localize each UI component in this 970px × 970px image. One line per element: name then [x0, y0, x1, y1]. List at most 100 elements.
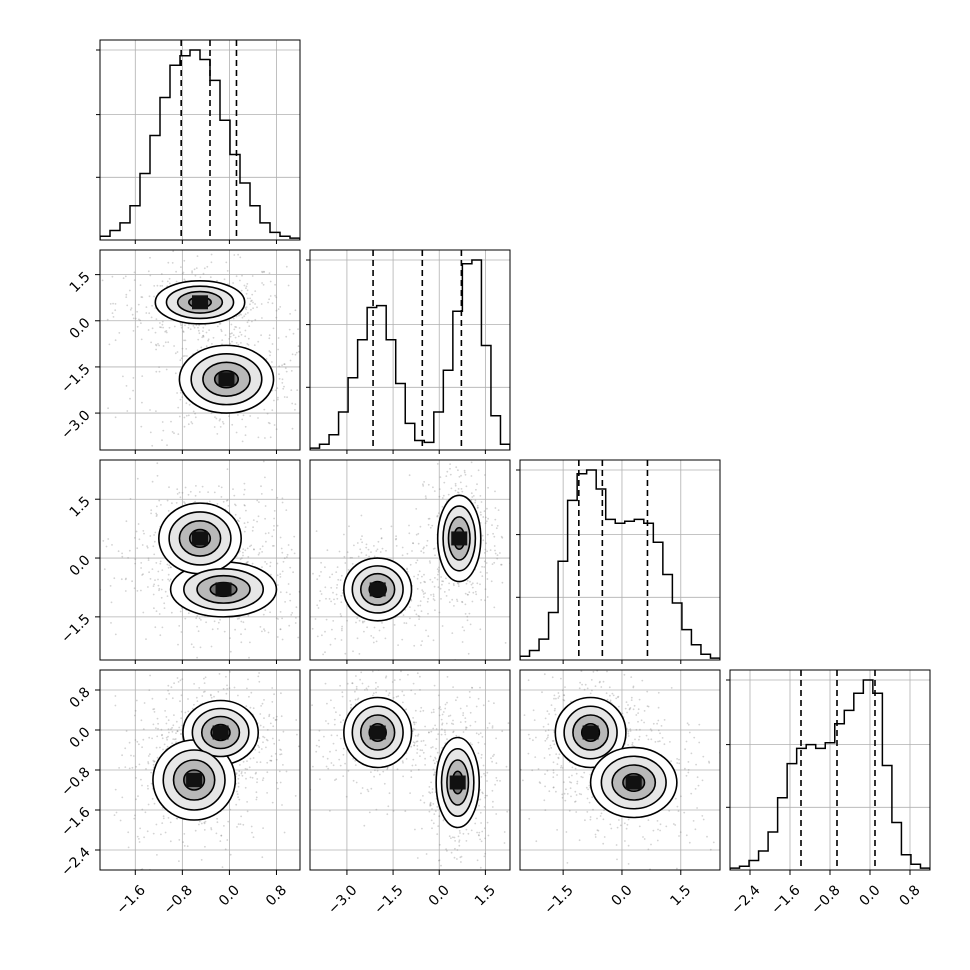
scatter-point	[306, 577, 308, 579]
scatter-point	[224, 334, 227, 336]
scatter-point	[161, 579, 164, 581]
scatter-point	[243, 493, 245, 496]
scatter-point	[474, 590, 477, 593]
scatter-point	[182, 331, 185, 333]
scatter-point	[441, 713, 444, 716]
scatter-point	[155, 318, 158, 320]
scatter-point	[171, 431, 174, 433]
scatter-point	[360, 671, 363, 674]
scatter-point	[624, 840, 626, 842]
scatter-point	[151, 304, 154, 307]
scatter-point	[212, 336, 215, 339]
y-tick-label: 1.5	[67, 494, 94, 521]
scatter-point	[247, 319, 250, 322]
scatter-point	[279, 591, 282, 594]
scatter-point	[234, 336, 237, 339]
scatter-point	[240, 641, 243, 644]
scatter-point	[284, 601, 286, 603]
scatter-point	[453, 836, 456, 839]
scatter-point	[320, 561, 322, 564]
scatter-point	[128, 741, 131, 744]
scatter-point	[223, 825, 225, 827]
scatter-point	[378, 773, 381, 776]
scatter-point	[136, 547, 139, 550]
scatter-point	[220, 328, 223, 331]
scatter-point	[147, 557, 150, 560]
scatter-point	[356, 698, 359, 701]
scatter-point	[413, 742, 416, 744]
scatter-point	[175, 817, 178, 820]
scatter-point	[329, 750, 331, 753]
scatter-point	[203, 682, 206, 684]
scatter-point	[124, 275, 127, 278]
scatter-point	[218, 323, 221, 325]
scatter-point	[161, 737, 164, 740]
scatter-point	[136, 325, 139, 328]
scatter-point	[287, 284, 290, 287]
scatter-point	[285, 265, 288, 268]
scatter-point	[688, 731, 691, 734]
scatter-point	[268, 715, 270, 718]
scatter-point	[153, 583, 156, 586]
scatter-point	[485, 520, 488, 523]
scatter-point	[234, 326, 237, 328]
scatter-point	[360, 792, 362, 795]
scatter-point	[251, 275, 254, 277]
scatter-point	[243, 522, 246, 525]
scatter-point	[678, 762, 681, 765]
scatter-point	[271, 701, 274, 703]
scatter-point	[333, 718, 336, 721]
scatter-point	[175, 270, 178, 273]
scatter-point	[456, 491, 459, 494]
scatter-point	[125, 730, 128, 732]
scatter-point	[157, 343, 159, 345]
scatter-point	[470, 475, 473, 477]
scatter-point	[361, 541, 363, 544]
scatter-point	[141, 784, 143, 787]
scatter-point	[418, 615, 421, 618]
scatter-point	[472, 591, 475, 594]
scatter-point	[417, 532, 420, 535]
scatter-point	[414, 624, 416, 627]
scatter-point	[410, 770, 413, 772]
scatter-point	[358, 619, 361, 622]
scatter-point	[141, 746, 144, 749]
scatter-point	[417, 735, 419, 737]
scatter-point	[649, 728, 652, 730]
scatter-point	[341, 629, 343, 632]
scatter-point	[413, 609, 416, 612]
scatter-point	[203, 822, 206, 825]
scatter-point	[492, 755, 494, 758]
scatter-point	[291, 353, 294, 356]
scatter-point	[175, 720, 178, 723]
scatter-point	[165, 736, 168, 739]
scatter-point	[609, 699, 612, 702]
scatter-point	[207, 882, 209, 884]
scatter-point	[134, 739, 137, 741]
scatter-point	[307, 535, 309, 537]
scatter-point	[259, 548, 262, 550]
scatter-point	[131, 580, 134, 583]
scatter-point	[434, 724, 436, 727]
scatter-point	[355, 688, 358, 690]
scatter-point	[589, 692, 592, 695]
scatter-point	[615, 697, 618, 700]
scatter-point	[155, 343, 157, 346]
scatter-point	[187, 612, 190, 615]
scatter-point	[255, 791, 258, 794]
scatter-point	[259, 724, 262, 727]
scatter-point	[436, 806, 439, 808]
scatter-point	[176, 817, 179, 820]
scatter-point	[327, 722, 330, 725]
scatter-point	[259, 761, 262, 764]
scatter-point	[422, 795, 424, 797]
scatter-point	[177, 654, 179, 656]
scatter-point	[252, 836, 255, 839]
scatter-point	[198, 491, 201, 493]
scatter-point	[367, 685, 370, 688]
histogram-2	[520, 469, 720, 660]
scatter-point	[286, 396, 288, 399]
scatter-point	[543, 799, 546, 802]
scatter-point	[544, 773, 546, 775]
panel-frame	[99, 459, 301, 661]
